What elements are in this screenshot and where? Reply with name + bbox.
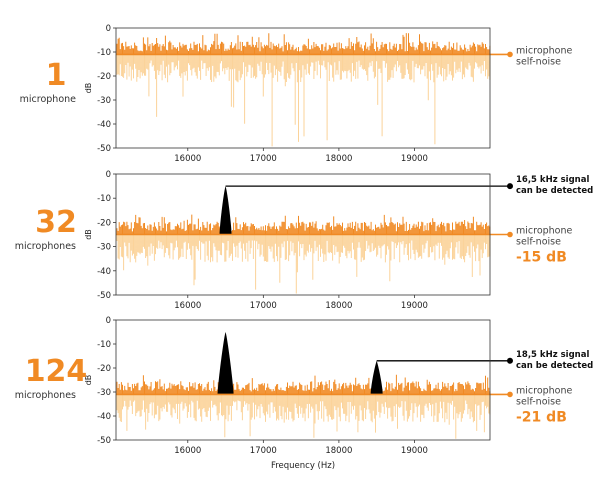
- signal-label-line1: 18,5 kHz signal: [516, 350, 589, 360]
- y-axis-label: dB: [84, 375, 93, 386]
- microphone-count-label: microphones: [15, 390, 76, 401]
- self-noise-dot: [507, 391, 513, 398]
- noise-spectrum: [116, 374, 491, 395]
- microphone-count: 124: [25, 354, 88, 389]
- noise-spectrum-light: [116, 394, 491, 439]
- noise-spectrum: [116, 33, 491, 55]
- x-tick-label: 19000: [401, 446, 428, 456]
- chart-panel-3: [113, 319, 513, 443]
- y-tick-label: -20: [97, 218, 111, 228]
- y-axis-label: dB: [84, 229, 93, 240]
- y-tick-label: -50: [97, 436, 111, 446]
- x-tick-label: 19000: [401, 154, 428, 164]
- self-noise-label-line1: microphone: [516, 385, 573, 396]
- y-tick-label: -30: [97, 243, 111, 253]
- y-tick-label: -50: [97, 291, 111, 301]
- x-tick-label: 16000: [174, 301, 201, 311]
- plot-frame: [115, 173, 491, 296]
- y-tick-label: -40: [97, 120, 111, 130]
- noise-reduction-label: -15 dB: [516, 250, 567, 266]
- y-tick-label: -10: [97, 194, 111, 204]
- noise-reduction-label: -21 dB: [516, 409, 567, 425]
- y-tick-label: -10: [97, 340, 111, 350]
- signal-peak: [370, 360, 383, 395]
- signal-leader-dot: [507, 183, 513, 190]
- self-noise-label-line1: microphone: [516, 45, 573, 56]
- x-tick-label: 17000: [250, 154, 277, 164]
- y-tick-label: -50: [97, 144, 111, 154]
- x-tick-label: 18000: [325, 446, 352, 456]
- y-tick-label: -10: [97, 48, 111, 58]
- noise-spectrum-light: [116, 54, 491, 147]
- chart-panel-1: [113, 27, 513, 151]
- y-axis-label: dB: [84, 83, 93, 94]
- signal-label-line1: 16,5 kHz signal: [516, 175, 589, 185]
- x-tick-label: 17000: [250, 446, 277, 456]
- x-tick-label: 16000: [174, 446, 201, 456]
- self-noise-label-line1: microphone: [516, 226, 573, 237]
- y-tick-label: -40: [97, 267, 111, 277]
- signal-leader-dot: [507, 357, 513, 364]
- chart-panel-2: [113, 173, 513, 298]
- x-tick-label: 18000: [325, 301, 352, 311]
- y-tick-label: -30: [97, 96, 111, 106]
- x-tick-label: 18000: [325, 154, 352, 164]
- self-noise-label-line2: self-noise: [516, 396, 561, 407]
- noise-spectrum-light: [116, 234, 491, 294]
- x-tick-label: 17000: [250, 301, 277, 311]
- self-noise-dot: [507, 51, 513, 58]
- x-tick-label: 19000: [401, 301, 428, 311]
- x-tick-label: 16000: [174, 154, 201, 164]
- microphone-count: 1: [46, 58, 67, 93]
- signal-peak: [217, 332, 234, 395]
- signal-label-line2: can be detected: [516, 186, 593, 196]
- microphone-count-label: microphone: [20, 94, 77, 105]
- signal-label-line2: can be detected: [516, 361, 593, 371]
- self-noise-label-line2: self-noise: [516, 56, 561, 67]
- y-tick-label: -40: [97, 412, 111, 422]
- plot-frame: [115, 27, 491, 149]
- noise-spectrum: [116, 214, 491, 235]
- y-tick-label: 0: [106, 24, 111, 34]
- y-tick-label: 0: [106, 170, 111, 180]
- self-noise-label-line2: self-noise: [516, 237, 561, 248]
- plot-frame: [115, 319, 491, 441]
- y-tick-label: -20: [97, 364, 111, 374]
- microphone-count-label: microphones: [15, 241, 76, 252]
- y-tick-label: 0: [106, 316, 111, 326]
- y-tick-label: -20: [97, 72, 111, 82]
- y-tick-label: -30: [97, 388, 111, 398]
- self-noise-dot: [507, 231, 513, 238]
- microphone-count: 32: [35, 205, 77, 240]
- x-axis-label: Frequency (Hz): [271, 461, 335, 471]
- signal-peak: [219, 186, 232, 235]
